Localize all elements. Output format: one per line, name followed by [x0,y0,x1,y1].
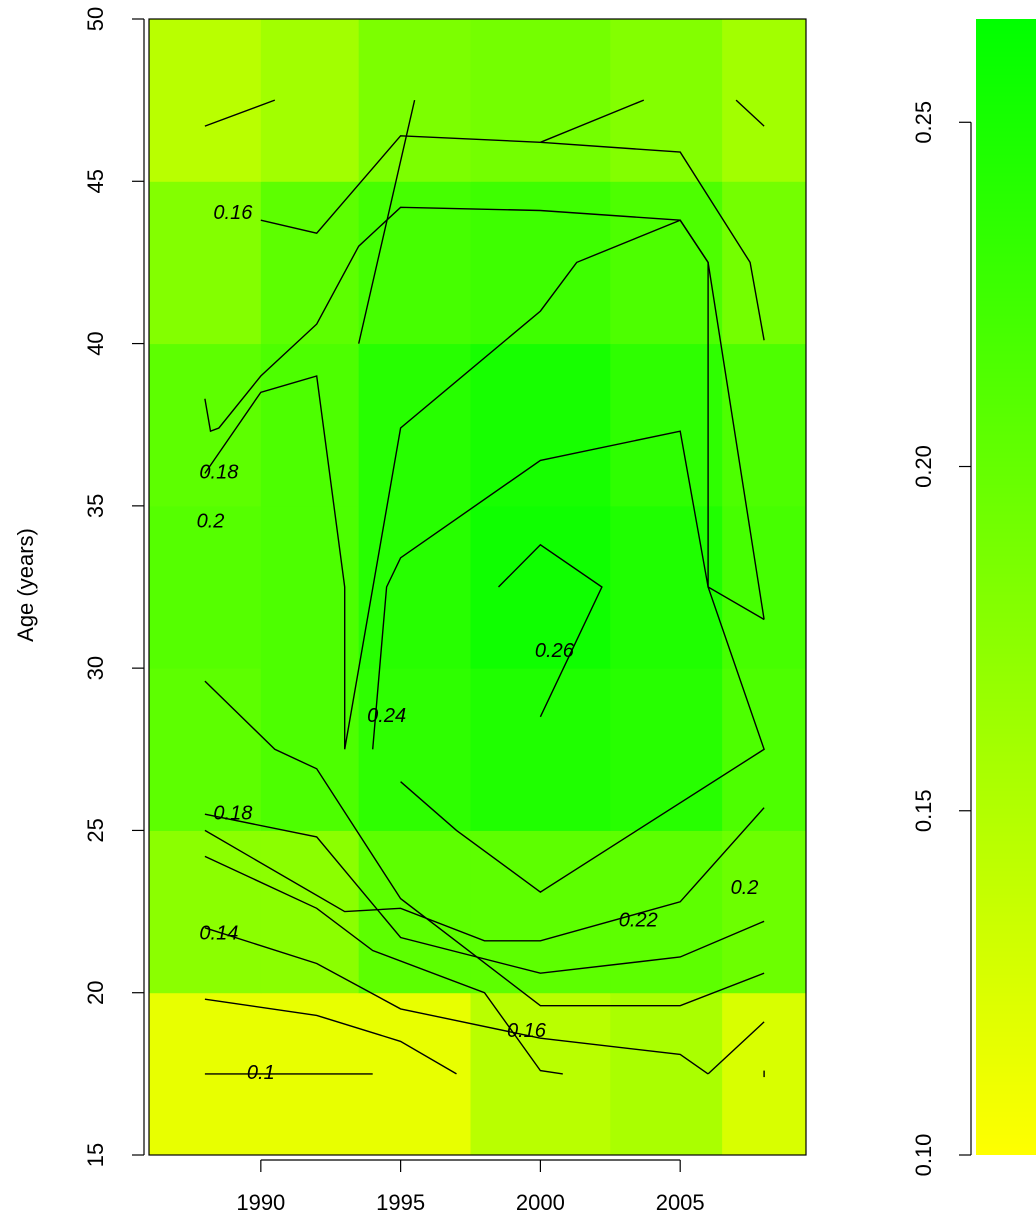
contour-label: 0.16 [507,1020,547,1042]
heatmap-cell [149,668,262,831]
contour-line [735,99,765,127]
y-tick-label: 35 [83,494,108,518]
x-tick-label: 1990 [236,1190,285,1215]
contour-label: 0.22 [619,910,658,932]
contour-line [204,807,765,942]
contour-line [204,927,709,1075]
heatmap-cell [610,505,723,669]
heatmap-cell [610,992,723,1156]
y-tick-label: 30 [83,656,108,680]
contour-line [358,99,416,344]
y-tick-label: 20 [83,980,108,1004]
heatmap-cell [149,19,262,182]
heatmap-cell [149,343,262,507]
contour-line [540,99,645,143]
heatmap-cell [610,830,723,994]
heatmap-cell [358,505,472,669]
contour-label: 0.26 [535,640,575,662]
heatmap-cell [260,19,360,182]
x-tick-label: 1995 [376,1190,425,1215]
contour-label: 0.16 [213,202,253,224]
heatmap-cell [358,830,472,994]
x-tick-label: 2000 [516,1190,565,1215]
y-tick-label: 40 [83,331,108,355]
heatmap-cell [722,19,807,182]
heatmap-cell [358,992,472,1156]
heatmap-cell [149,830,262,994]
heatmap-cell [470,181,611,345]
heatmap-cell [610,668,723,831]
contour-label: 0.14 [199,923,238,945]
contour-label: 0.18 [213,802,252,824]
contour-label: 0.24 [367,705,406,727]
contour-line [204,680,765,1007]
heatmap-cell [722,830,807,994]
contour-line [204,219,765,750]
heatmap-cell [358,343,472,507]
contour-line [204,99,276,127]
heatmap-cell [470,505,611,669]
heatmap-cell [610,19,723,182]
contour-label: 0.18 [199,462,238,484]
heatmap-cell [470,19,611,182]
heatmap-cell [260,343,360,507]
x-tick-label: 2005 [656,1190,705,1215]
legend-tick-label: 0.25 [911,101,936,144]
contour-line [204,813,765,974]
contour-label: 0.2 [197,510,225,532]
y-tick-label: 15 [83,1143,108,1167]
heatmap-cell [149,181,262,345]
heatmap-cells [149,19,807,1156]
heatmap-cell [358,668,472,831]
heatmap-cell [470,992,611,1156]
heatmap-cell [722,505,807,669]
legend-tick-label: 0.20 [911,445,936,488]
color-legend-axis: 0.10 0.15 0.20 0.25 [911,101,972,1177]
y-tick-label: 45 [83,169,108,193]
heatmap-cell [260,668,360,831]
heatmap-cell [722,181,807,345]
y-tick-label: 25 [83,818,108,842]
contour-label: 0.2 [731,877,759,899]
heatmap-cell [470,343,611,507]
y-axis: 15 20 25 30 35 40 45 50 [83,7,145,1167]
heatmap-cell [610,343,723,507]
plot-frame [148,18,807,1156]
contour-lines [204,99,765,1078]
heatmap-cell [610,181,723,345]
heatmap-cell [260,181,360,345]
legend-tick-label: 0.10 [911,1134,936,1177]
heatmap-cell [470,668,611,831]
contour-label: 0.1 [247,1062,275,1084]
contour-line [498,543,603,718]
contour-line [204,855,563,1075]
heatmap-cell [260,830,360,994]
heatmap-cell [358,181,472,345]
y-tick-label: 50 [83,7,108,31]
y-axis-label: Age (years) [13,528,38,642]
heatmap-cell [149,505,262,669]
heatmap-cell [260,505,360,669]
color-legend-bar [976,19,1036,1155]
legend-tick-label: 0.15 [911,789,936,832]
contour-line [707,1021,765,1075]
contour-line [372,430,765,893]
contour-line [204,998,457,1075]
x-axis: 1990 1995 2000 2005 [236,1159,705,1215]
heatmap-cell [722,343,807,507]
contour-labels: 0.1 0.14 0.16 0.18 0.2 0.22 0.24 0.26 0.18 0.2 0.1… [197,202,759,1084]
